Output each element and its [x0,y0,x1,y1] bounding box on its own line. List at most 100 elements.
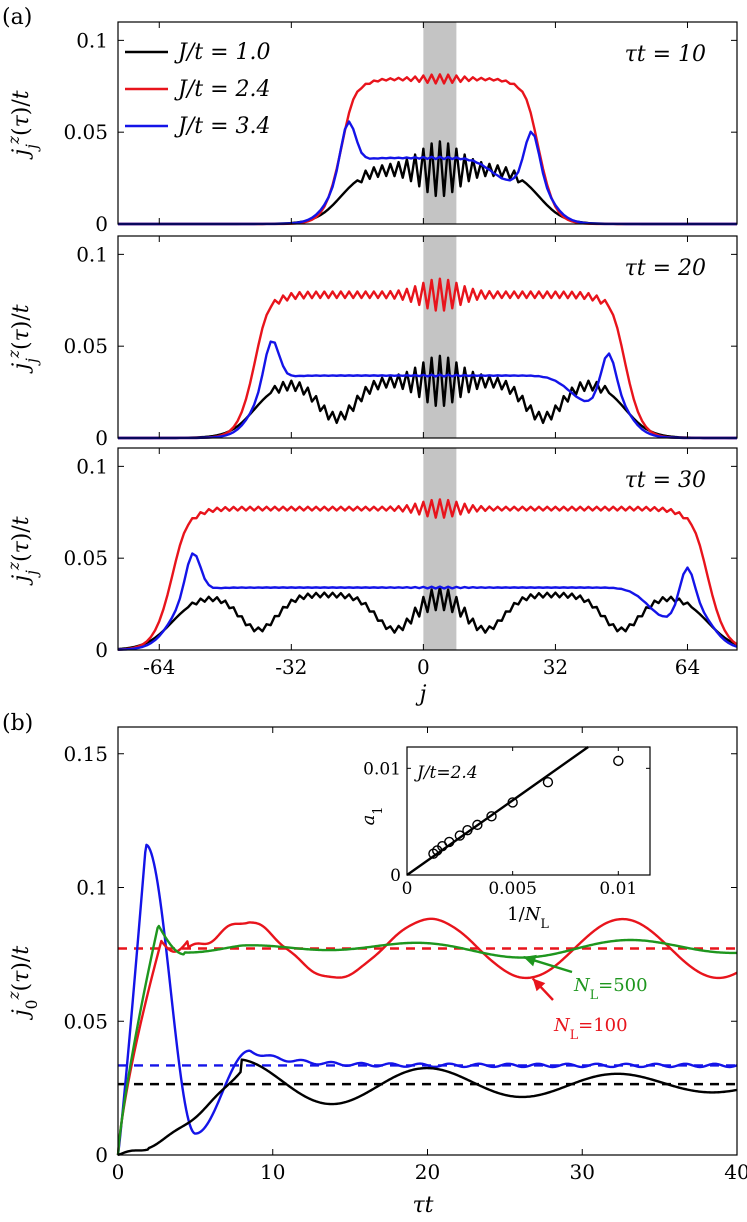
label-part: z [5,991,23,1001]
y-tick-label: 0 [95,638,108,662]
label-part: 1/ [507,904,525,925]
data-point [444,836,455,848]
arrow-nl100-head [532,978,546,992]
x-tick-label: -32 [275,655,307,679]
label-part: )/ [9,99,34,116]
y-tick-label: 0.05 [63,546,108,570]
label-part: t [9,946,34,955]
legend-label-j34: J/t = 3.4 [174,114,270,139]
label-part: j [9,575,34,587]
label-part: j [23,144,41,152]
label-part: N [524,904,542,925]
y-tick-label: 0.05 [63,120,108,144]
y-tick-label: 0.1 [76,876,108,900]
y-tick-label: 0 [95,426,108,450]
x-tick-label: 40 [724,1160,747,1184]
x-tick-label: -64 [143,655,175,679]
label-part: z [5,135,23,145]
series-line-j1 [117,585,738,651]
panel-label-b: (b) [2,711,33,736]
y-tick-label: 0.15 [63,742,108,766]
legend-label-j1: J/t = 1.0 [174,40,270,65]
y-axis-label-a: jjz(τ)/t [5,516,41,586]
inset-y-axis-label: a1 [358,807,385,826]
data-point [542,777,554,788]
legend-label-j24: J/t = 2.4 [174,77,270,102]
label-part: )/ [9,525,34,542]
label-part: t [9,90,34,99]
x-tick-label: 0 [417,655,430,679]
y-tick-label: 0.1 [76,454,108,478]
x-tick-label: 64 [675,655,700,679]
x-tick-label: 32 [543,655,568,679]
fit-line [406,746,589,876]
x-tick-label: 10 [260,1160,285,1184]
data-point [454,830,466,841]
label-part: 1 [370,807,385,815]
series-line-b0 [117,1058,738,1157]
label-nl500: NL=500 [573,975,648,1002]
label-part: N [573,975,591,996]
subplot-a-tau20: 0 0.05 0.1 τt = 20 jjz(τ)/t [5,235,738,450]
series-line-b2 [116,924,738,1156]
label-part: L [570,1027,579,1042]
subplot-a-tau30: 0 0.05 0.1 -64 -32 0 32 64 τt = 30 jjz(τ)/t [5,447,738,679]
plot-frame [117,447,738,651]
y-tick-label: 0 [95,1143,108,1167]
inset-x-tick-label: 0.005 [488,879,537,899]
label-part: τ [9,540,34,553]
x-tick-label: 20 [415,1160,440,1184]
label-part: t [9,516,34,525]
label-part: =100 [578,1015,627,1036]
label-part: z [5,349,23,359]
label-part: ( [9,127,34,136]
legend: J/t = 1.0 J/t = 2.4 J/t = 3.4 [125,40,270,139]
plot-frame [117,21,738,225]
label-part: ( [9,553,34,562]
x-axis-label-b: τt [412,1193,433,1218]
label-part: z [5,561,23,571]
label-part: j [9,149,34,161]
y-tick-label: 0 [95,212,108,236]
subplot-annotation: τt = 30 [625,468,706,493]
label-part: j [9,363,34,375]
label-part: L [540,916,549,931]
y-axis-label-a: jjz(τ)/t [5,304,41,374]
inset-x-tick-label: 0.01 [599,879,637,899]
y-tick-label: 0.05 [63,1009,108,1033]
x-axis-label-a: j [415,682,427,707]
series-line-b1 [116,917,738,1156]
series-line-j34 [117,552,738,651]
label-part: τ [9,328,34,341]
label-part: a [358,815,379,826]
data-point [486,811,497,822]
y-axis-label-a: jjz(τ)/t [5,90,41,160]
x-tick-label: 0 [112,1160,125,1184]
label-part: ( [9,341,34,350]
plot-b: 00.050.10.150 10 20 30 40j0z(τ)/tNL=500NL=10… [5,726,747,1184]
label-part: N [553,1015,571,1036]
inset-y-tick-label: 0 [390,866,401,886]
label-part: )/ [9,313,34,330]
inset-annotation: J/t=2.4 [414,763,478,783]
y-tick-label: 0.05 [63,334,108,358]
arrow-nl500-head [523,954,537,967]
label-part: L [590,987,599,1002]
shaded-region [423,22,457,224]
data-point [462,825,473,836]
data-point [472,819,483,831]
subplot-a-tau10: 0 0.05 0.1 τt = 10 jjz(τ)/t [5,21,738,236]
y-tick-label: 0.1 [76,242,108,266]
label-nl100: NL=100 [553,1015,628,1042]
data-point [507,797,518,808]
x-tick-label: 30 [570,1160,595,1184]
inset-x-tick-label: 0 [402,879,413,899]
plot-frame [117,235,738,439]
subplot-annotation: τt = 20 [625,256,706,281]
panel-label-a: (a) [2,5,32,30]
shaded-region [423,236,457,438]
subplot-annotation: τt = 10 [625,42,706,67]
label-part: =500 [598,975,647,996]
